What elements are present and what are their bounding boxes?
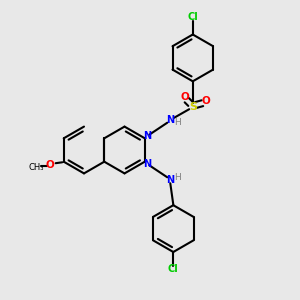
Text: N: N (166, 115, 174, 125)
Text: N: N (143, 159, 151, 169)
Text: H: H (174, 173, 181, 182)
Text: O: O (201, 96, 210, 106)
Text: N: N (143, 131, 151, 141)
Text: S: S (189, 102, 197, 112)
Text: Cl: Cl (188, 12, 198, 22)
Text: CH₃: CH₃ (29, 163, 44, 172)
Text: O: O (180, 92, 189, 102)
Text: H: H (174, 118, 181, 127)
Text: N: N (166, 175, 174, 185)
Text: Cl: Cl (168, 264, 179, 274)
Text: O: O (46, 160, 55, 170)
